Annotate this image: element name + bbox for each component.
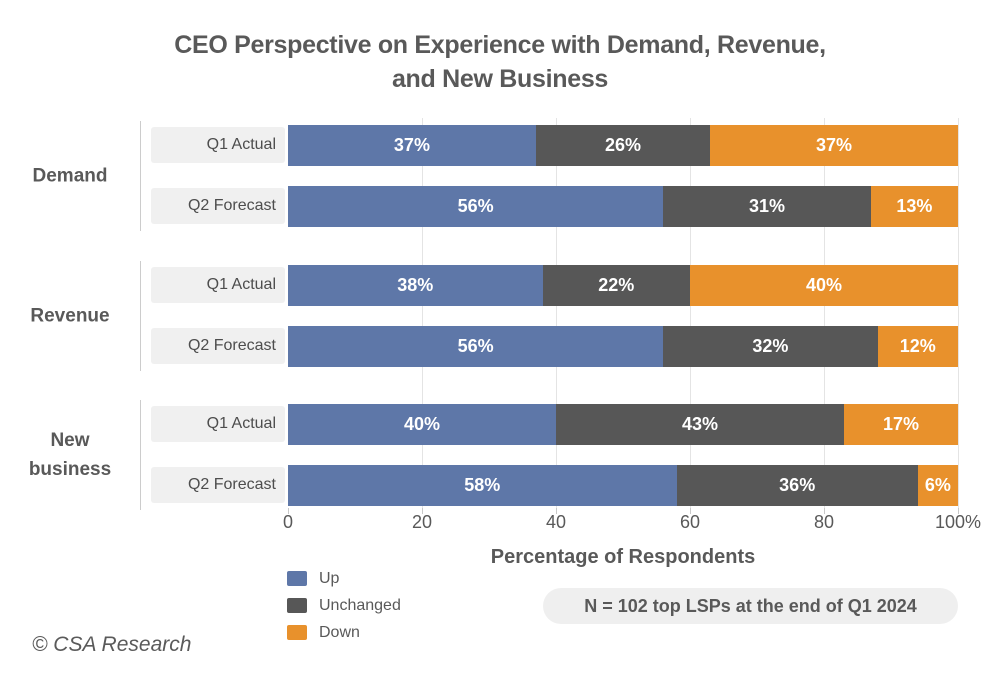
- row-label-demand-q2-forecast: Q2 Forecast: [151, 188, 285, 224]
- bar-value-label: 13%: [896, 196, 933, 216]
- bar-segment-unchanged: 36%: [676, 465, 918, 506]
- bar-value-label: 37%: [816, 135, 853, 155]
- bar-row-revenue-q1-actual: 38% 22% 40%: [288, 265, 958, 306]
- group-label-revenue: Revenue: [30, 305, 110, 327]
- gridline-20: [422, 118, 423, 508]
- axis-tick-label-0: 0: [282, 512, 294, 532]
- bar-value-label: 37%: [393, 135, 430, 155]
- bar-value-label: 43%: [682, 414, 719, 434]
- row-label-new-business-q2-forecast: Q2 Forecast: [151, 467, 285, 503]
- copyright-credit: © CSA Research: [32, 633, 192, 656]
- legend-label-down: Down: [319, 623, 360, 641]
- legend-swatch-up: [287, 571, 307, 586]
- legend-item-unchanged: Unchanged: [287, 592, 401, 619]
- bar-value-label: 56%: [457, 196, 494, 216]
- bar-segment-up: 58%: [288, 465, 677, 506]
- legend-label-up: Up: [319, 569, 340, 587]
- bar-value-label: 40%: [403, 414, 441, 434]
- axis-tick-label-100: 100%: [934, 512, 982, 532]
- bar-segment-up: 56%: [288, 186, 664, 227]
- bar-segment-down: 37%: [710, 125, 958, 166]
- bar-value-label: 56%: [457, 336, 494, 356]
- chart-title-line-2: and New Business: [391, 65, 609, 93]
- bar-segment-down: 6%: [917, 465, 958, 506]
- row-label-revenue-q2-forecast: Q2 Forecast: [151, 328, 285, 364]
- group-label-demand: Demand: [32, 165, 108, 187]
- axis-tick-0: [288, 508, 289, 514]
- legend-swatch-down: [287, 625, 307, 640]
- gridline-80: [824, 118, 825, 508]
- bar-row-new-business-q1-actual: 40% 43% 17%: [288, 404, 958, 445]
- legend-swatch-unchanged: [287, 598, 307, 613]
- bar-segment-down: 40%: [689, 265, 958, 306]
- row-label-demand-q1-actual: Q1 Actual: [151, 127, 285, 163]
- gridline-40: [556, 118, 557, 508]
- bar-segment-unchanged: 31%: [663, 186, 871, 227]
- bar-value-label: 31%: [749, 196, 786, 216]
- bar-segment-down: 17%: [844, 404, 958, 445]
- bar-value-label: 40%: [805, 275, 842, 295]
- chart-title-line-1: CEO Perspective on Experience with Deman…: [174, 31, 826, 59]
- axis-tick-60: [690, 508, 691, 514]
- bar-value-label: 58%: [464, 475, 501, 495]
- bar-value-label: 12%: [899, 336, 936, 356]
- bar-segment-unchanged: 26%: [535, 125, 711, 166]
- bar-value-label: 26%: [604, 135, 641, 155]
- bar-segment-unchanged: 43%: [556, 404, 845, 445]
- group-separator-demand: [140, 121, 141, 231]
- bar-segment-unchanged: 22%: [542, 265, 690, 306]
- bar-segment-unchanged: 32%: [663, 326, 878, 367]
- bar-row-demand-q1-actual: 37% 26% 37%: [288, 125, 958, 166]
- bar-segment-down: 12%: [877, 326, 958, 367]
- sample-note: N = 102 top LSPs at the end of Q1 2024: [543, 588, 958, 624]
- gridline-100: [958, 118, 959, 508]
- axis-tick-label-80: 80: [813, 512, 835, 532]
- bar-value-label: 38%: [397, 275, 434, 295]
- bar-value-label: 32%: [752, 336, 789, 356]
- axis-tick-label-60: 60: [679, 512, 701, 532]
- bar-segment-up: 40%: [288, 404, 556, 445]
- row-label-revenue-q1-actual: Q1 Actual: [151, 267, 285, 303]
- x-axis-title: Percentage of Respondents: [490, 546, 756, 568]
- axis-tick-20: [422, 508, 423, 514]
- legend-item-up: Up: [287, 565, 401, 592]
- gridline-60: [690, 118, 691, 508]
- group-separator-revenue: [140, 261, 141, 371]
- axis-tick-40: [556, 508, 557, 514]
- bar-value-label: 17%: [883, 414, 920, 434]
- axis-tick-80: [824, 508, 825, 514]
- axis-tick-label-20: 20: [411, 512, 433, 532]
- legend-label-unchanged: Unchanged: [319, 596, 401, 614]
- axis-tick-100: [958, 508, 959, 514]
- axis-tick-label-40: 40: [545, 512, 567, 532]
- group-label-new-business: New business: [28, 430, 112, 480]
- group-separator-new-business: [140, 400, 141, 510]
- row-label-new-business-q1-actual: Q1 Actual: [151, 406, 285, 442]
- bar-segment-up: 37%: [288, 125, 536, 166]
- bar-segment-down: 13%: [870, 186, 958, 227]
- bar-segment-up: 56%: [288, 326, 664, 367]
- legend-item-down: Down: [287, 619, 401, 646]
- bar-row-revenue-q2-forecast: 56% 32% 12%: [288, 326, 958, 367]
- bar-value-label: 36%: [779, 475, 816, 495]
- bar-value-label: 22%: [598, 275, 635, 295]
- bar-segment-up: 38%: [288, 265, 543, 306]
- bar-row-demand-q2-forecast: 56% 31% 13%: [288, 186, 958, 227]
- bar-value-label: 6%: [924, 475, 951, 495]
- chart-title: CEO Perspective on Experience with Deman…: [0, 28, 1000, 96]
- bar-row-new-business-q2-forecast: 58% 36% 6%: [288, 465, 958, 506]
- legend: Up Unchanged Down: [287, 565, 401, 646]
